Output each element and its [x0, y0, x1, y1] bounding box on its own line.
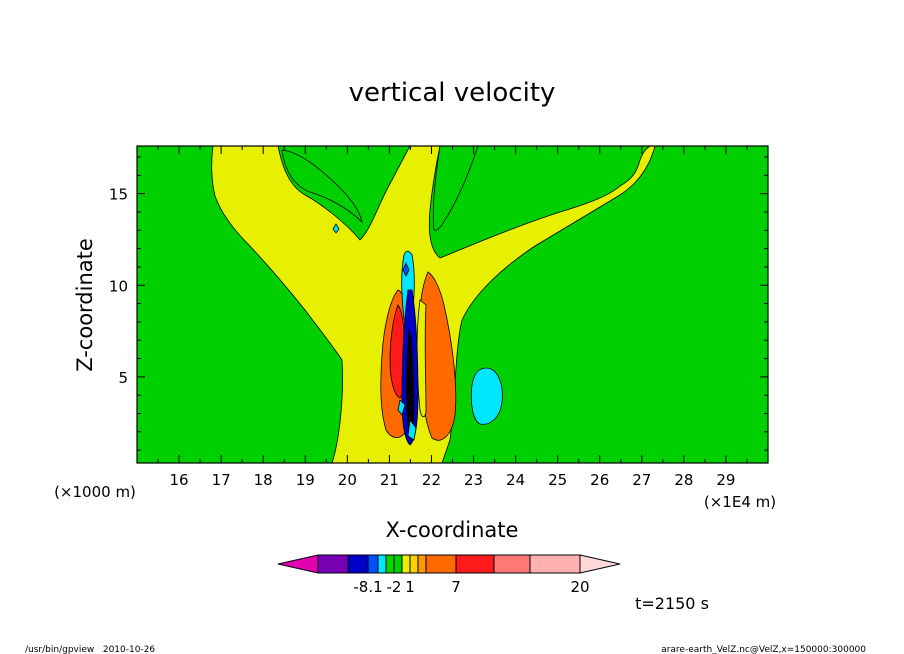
x-tick-label: 28	[674, 471, 693, 489]
y-axis-title: Z-coordinate	[73, 238, 97, 372]
y-unit-label: (×1000 m)	[54, 483, 136, 501]
colorbar-cell	[377, 554, 387, 574]
colorbar-cell	[401, 554, 411, 574]
x-tick-label: 23	[464, 471, 483, 489]
colorbar-cell	[455, 554, 495, 574]
x-unit-label: (×1E4 m)	[704, 493, 776, 511]
green-wedge	[432, 145, 479, 231]
colorbar-cell	[393, 554, 403, 574]
colorbar-cell	[317, 554, 349, 574]
colorbar: -8.1 -2 1 7 20	[277, 554, 621, 596]
x-axis: 16 17 18 19 20 21 22 23 24 25 26 27 28 29	[157, 146, 748, 489]
colorbar-cell	[425, 554, 457, 574]
colorbar-cell	[367, 554, 379, 574]
colorbar-tick-label: 1	[405, 578, 415, 596]
colorbar-cell	[417, 554, 427, 574]
y-tick-label: 5	[118, 369, 128, 387]
colorbar-tick-label: 20	[570, 578, 589, 596]
x-tick-label: 19	[296, 471, 315, 489]
colorbar-cell-min	[277, 554, 319, 574]
colorbar-cell	[347, 554, 369, 574]
colorbar-tick-label: -8.1	[353, 578, 382, 596]
y-tick-label: 10	[109, 277, 128, 295]
x-tick-label: 17	[212, 471, 231, 489]
green-island	[281, 149, 363, 224]
colorbar-cell-max	[579, 554, 621, 574]
x-tick-label: 16	[170, 471, 189, 489]
cyan-oval-right	[470, 367, 503, 425]
cyan-blip	[332, 223, 340, 234]
x-tick-label: 29	[716, 471, 735, 489]
time-label: t=2150 s	[635, 594, 709, 613]
footer-right: arare-earth_VelZ.nc@VelZ,x=150000:300000	[661, 645, 866, 654]
colorbar-cell	[529, 554, 581, 574]
x-axis-title: X-coordinate	[386, 518, 519, 542]
footer-left: /usr/bin/gpview 2010-10-26	[25, 645, 155, 654]
chart-title: vertical velocity	[349, 78, 556, 108]
plot-area	[136, 145, 769, 464]
y-axis: 5 10 15	[109, 156, 768, 451]
y-tick-label: 15	[109, 186, 128, 204]
x-tick-label: 20	[338, 471, 357, 489]
colorbar-cell	[409, 554, 419, 574]
colorbar-tick-label: -2	[387, 578, 402, 596]
black-core-contour	[406, 329, 415, 441]
x-tick-label: 24	[506, 471, 525, 489]
x-tick-label: 27	[632, 471, 651, 489]
x-tick-label: 18	[254, 471, 273, 489]
blue-spot-top	[402, 261, 410, 277]
colorbar-cell	[385, 554, 395, 574]
x-tick-label: 26	[590, 471, 609, 489]
x-tick-label: 25	[548, 471, 567, 489]
colorbar-tick-label: 7	[451, 578, 461, 596]
x-tick-label: 21	[380, 471, 399, 489]
colorbar-cell	[493, 554, 531, 574]
cyan-lower-bits	[397, 399, 417, 441]
x-tick-label: 22	[422, 471, 441, 489]
